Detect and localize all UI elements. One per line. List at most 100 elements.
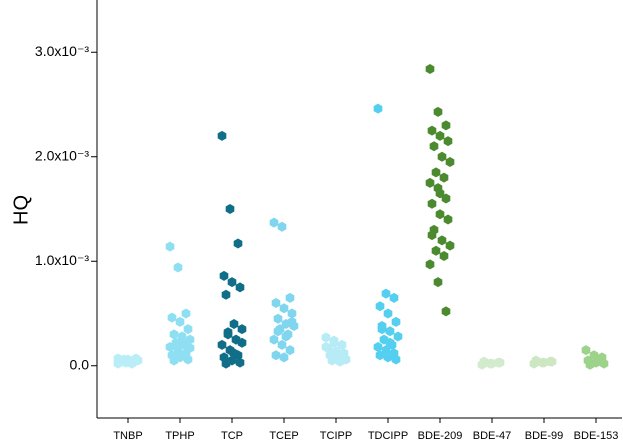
point [439, 251, 449, 262]
point [427, 125, 437, 136]
point [547, 356, 557, 367]
point [373, 103, 383, 114]
point [479, 356, 489, 367]
y-tick-label: 2.0x10⁻³ [35, 147, 89, 163]
point [383, 308, 393, 319]
point [219, 270, 229, 281]
x-tick-label: TCP [221, 430, 243, 442]
point [183, 354, 193, 365]
point [183, 324, 193, 335]
point [225, 204, 235, 214]
point [277, 221, 287, 232]
point [181, 308, 191, 319]
point [441, 306, 451, 317]
point [581, 345, 591, 356]
y-axis-label: HQ [10, 195, 32, 225]
x-tick-label: TDCIPP [368, 430, 408, 442]
x-tick-label: BDE-47 [473, 430, 512, 442]
point [437, 235, 447, 246]
point [327, 355, 337, 366]
point [227, 277, 237, 288]
point [173, 262, 183, 273]
point [425, 177, 435, 188]
point [271, 350, 281, 361]
point [375, 350, 385, 361]
point [321, 332, 331, 343]
point [235, 357, 245, 368]
point [269, 217, 279, 228]
point [425, 63, 435, 74]
point [237, 337, 247, 348]
point [165, 341, 175, 352]
point [375, 301, 385, 312]
point [273, 326, 283, 337]
x-tick-label: BDE-99 [525, 430, 564, 442]
point [385, 326, 395, 337]
point [229, 318, 239, 329]
point [279, 303, 289, 314]
point [277, 339, 287, 350]
point [285, 345, 295, 356]
point [273, 313, 283, 324]
y-tick-label: 0.0 [70, 356, 90, 372]
point [487, 358, 497, 369]
point [389, 292, 399, 303]
point [127, 358, 137, 369]
point [427, 230, 437, 241]
point [221, 358, 231, 369]
point [435, 188, 445, 199]
point [223, 327, 233, 338]
point [229, 348, 239, 359]
point [221, 289, 231, 300]
point [391, 354, 401, 365]
point [169, 329, 179, 340]
point [433, 277, 443, 288]
point [113, 353, 123, 364]
point [177, 331, 187, 342]
point [439, 172, 449, 183]
point [269, 334, 279, 345]
point [435, 209, 445, 220]
point [217, 130, 227, 141]
point [285, 292, 295, 303]
point [539, 357, 549, 368]
point [431, 245, 441, 256]
point [391, 316, 401, 327]
point [281, 331, 291, 342]
point [385, 337, 395, 348]
point [443, 136, 453, 147]
point [287, 316, 297, 327]
point [165, 241, 175, 252]
point [373, 341, 383, 352]
point [329, 337, 339, 348]
point [377, 324, 387, 335]
point [433, 106, 443, 117]
point [381, 288, 391, 299]
point [279, 352, 289, 363]
point [271, 298, 281, 309]
point [321, 341, 331, 352]
x-tick-label: TCIPP [320, 430, 352, 442]
y-tick-label: 1.0x10⁻³ [35, 252, 89, 268]
point [233, 238, 243, 249]
point [337, 349, 347, 360]
point [237, 324, 247, 335]
point [593, 356, 603, 367]
point [185, 342, 195, 353]
point [177, 337, 187, 348]
x-tick-label: BDE-153 [574, 430, 619, 442]
point [585, 359, 595, 370]
point [431, 167, 441, 178]
point [437, 151, 447, 162]
y-tick-label: 3.0x10⁻³ [35, 43, 89, 59]
x-tick-label: TPHP [165, 430, 194, 442]
x-tick-label: BDE-209 [418, 430, 463, 442]
point [427, 198, 437, 209]
point [167, 312, 177, 323]
point [217, 339, 227, 350]
point [495, 357, 505, 368]
x-tick-label: TCEP [269, 430, 298, 442]
point [443, 214, 453, 225]
point [429, 141, 439, 152]
